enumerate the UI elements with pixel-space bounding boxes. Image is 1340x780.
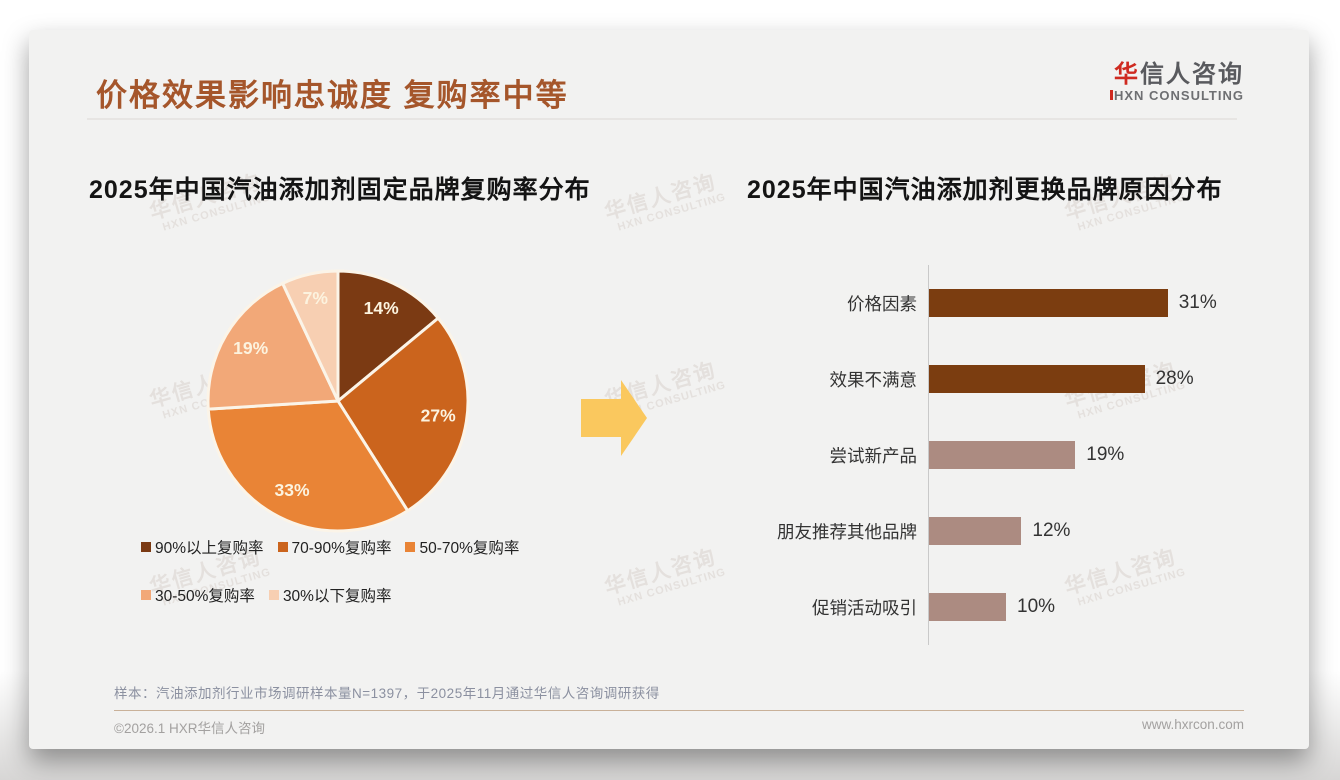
header-divider xyxy=(87,118,1237,120)
pie-data-label: 33% xyxy=(274,480,309,500)
bar-row: 尝试新产品 19% xyxy=(747,417,1267,493)
logo-cn-highlight: 华 xyxy=(1114,61,1140,88)
legend-label: 90%以上复购率 xyxy=(155,540,264,557)
pie-slice-1 xyxy=(336,269,440,403)
bar-row: 效果不满意 28% xyxy=(747,341,1267,417)
legend-row: 90%以上复购率 70-90%复购率 50-70%复购率 xyxy=(141,536,571,558)
legend-swatch-icon xyxy=(268,590,279,600)
pie-legend: 90%以上复购率 70-90%复购率 50-70%复购率 30-50%复购率 30%以下… xyxy=(141,536,571,632)
legend-item: 30-50%复购率 xyxy=(141,584,255,606)
pie-chart: 14% 27% 33% 19% 7% xyxy=(206,269,470,533)
bar-rect-4 xyxy=(929,517,1022,545)
legend-label: 50-70%复购率 xyxy=(419,540,520,557)
company-logo: 华信人咨询 HXN CONSULTING xyxy=(1109,61,1244,104)
bar-category-label: 朋友推荐其他品牌 xyxy=(777,521,917,542)
slide-card: 华信人咨询 HXN CONSULTING 华信人咨询 HXN CONSULTING 华信… xyxy=(29,30,1309,749)
legend-item: 50-70%复购率 xyxy=(405,536,519,558)
bar-value-label: 12% xyxy=(1032,520,1071,541)
bar-value-label: 19% xyxy=(1086,444,1125,465)
footer-website: www.hxrcon.com xyxy=(1141,717,1244,732)
bar-value-label: 28% xyxy=(1155,368,1194,389)
legend-item: 70-90%复购率 xyxy=(277,536,392,558)
pie-slice-4 xyxy=(206,281,340,411)
bar-row: 促销活动吸引 10% xyxy=(747,569,1267,645)
pie-data-label: 14% xyxy=(364,298,399,318)
bar-value-label: 31% xyxy=(1178,292,1217,313)
bar-row: 朋友推荐其他品牌 12% xyxy=(747,493,1267,569)
logo-red-bar-icon xyxy=(1109,90,1113,101)
bar-row: 价格因素 31% xyxy=(747,265,1267,341)
footer-copyright: ©2026.1 HXR华信人咨询 xyxy=(114,721,265,736)
logo-english-text: HXN CONSULTING xyxy=(1109,89,1244,103)
legend-item: 30%以下复购率 xyxy=(268,584,392,606)
legend-swatch-icon xyxy=(141,590,151,600)
pie-slice-5 xyxy=(281,269,340,403)
legend-item: 90%以上复购率 xyxy=(141,536,264,558)
bar-category-label: 尝试新产品 xyxy=(829,445,918,466)
pie-chart-title: 2025年中国汽油添加剂固定品牌复购率分布 xyxy=(89,176,591,204)
bar-rect-2 xyxy=(929,365,1145,393)
sample-footnote: 样本：汽油添加剂行业市场调研样本量N=1397，于2025年11月通过华信人咨询… xyxy=(114,686,660,701)
arrow-icon xyxy=(581,380,647,456)
bar-value-label: 10% xyxy=(1017,596,1056,617)
footer-divider xyxy=(114,710,1244,711)
bar-rect-5 xyxy=(929,593,1006,621)
legend-swatch-icon xyxy=(277,542,288,552)
bar-chart: 价格因素 31% 效果不满意 28% 尝试新产品 19% 朋友推荐其他品牌 12% 促销活动吸引… xyxy=(747,265,1267,645)
pie-data-label: 7% xyxy=(303,288,329,308)
bar-category-label: 价格因素 xyxy=(847,293,917,314)
bar-chart-axis-line xyxy=(928,265,929,645)
bar-category-label: 促销活动吸引 xyxy=(812,597,917,618)
footer: ©2026.1 HXR华信人咨询 www.hxrcon.com xyxy=(114,717,1244,737)
pie-data-label: 19% xyxy=(233,338,268,358)
legend-label: 30%以下复购率 xyxy=(282,588,392,605)
legend-label: 30-50%复购率 xyxy=(155,588,255,605)
legend-swatch-icon xyxy=(405,542,416,552)
bar-chart-title: 2025年中国汽油添加剂更换品牌原因分布 xyxy=(747,176,1223,204)
bar-rect-1 xyxy=(929,289,1168,317)
bar-category-label: 效果不满意 xyxy=(829,369,918,390)
pie-slice-3 xyxy=(206,399,410,533)
pie-data-label: 27% xyxy=(421,406,456,426)
slide-title: 价格效果影响忠诚度 复购率中等 xyxy=(96,78,569,113)
pie-slice-2 xyxy=(336,316,470,513)
legend-row: 30-50%复购率 30%以下复购率 xyxy=(141,584,571,606)
legend-swatch-icon xyxy=(141,542,151,552)
bar-rect-3 xyxy=(929,441,1076,469)
legend-label: 70-90%复购率 xyxy=(291,540,392,557)
logo-cn-rest: 信人咨询 xyxy=(1140,61,1244,88)
logo-chinese-text: 华信人咨询 xyxy=(1110,61,1244,88)
